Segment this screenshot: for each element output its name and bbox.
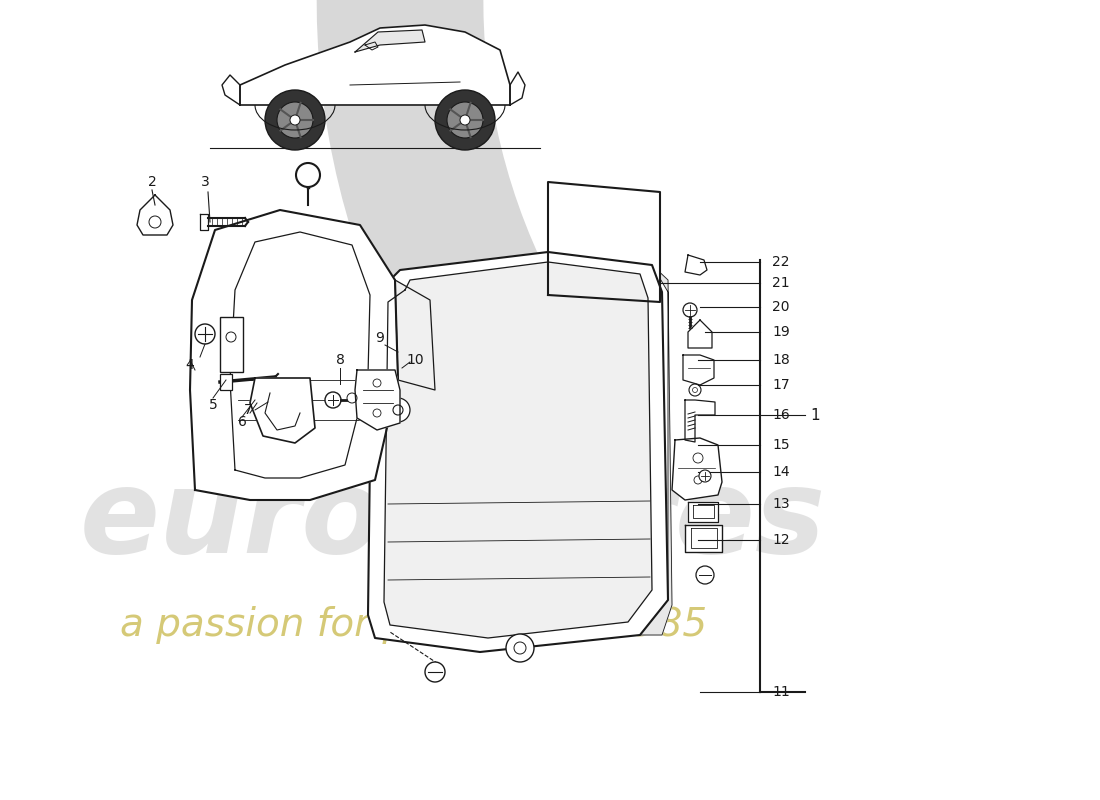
Circle shape (296, 163, 320, 187)
Text: 3: 3 (200, 175, 209, 189)
Polygon shape (672, 438, 722, 500)
Circle shape (290, 115, 300, 125)
Text: 14: 14 (772, 465, 790, 479)
Text: 18: 18 (772, 353, 790, 367)
Circle shape (425, 662, 446, 682)
Circle shape (506, 634, 534, 662)
Text: 10: 10 (406, 353, 424, 367)
Text: 15: 15 (772, 438, 790, 452)
Polygon shape (548, 182, 660, 302)
Polygon shape (220, 374, 232, 390)
Polygon shape (384, 262, 652, 638)
Polygon shape (640, 265, 672, 635)
Circle shape (694, 476, 702, 484)
Polygon shape (693, 505, 714, 518)
Circle shape (324, 392, 341, 408)
Polygon shape (138, 195, 173, 235)
Text: 21: 21 (772, 276, 790, 290)
Circle shape (683, 303, 697, 317)
Polygon shape (683, 355, 714, 385)
Circle shape (195, 324, 214, 344)
Circle shape (386, 398, 410, 422)
Polygon shape (240, 25, 510, 105)
Circle shape (265, 90, 324, 150)
Circle shape (689, 384, 701, 396)
Polygon shape (200, 214, 208, 230)
Polygon shape (685, 525, 722, 552)
Text: 4: 4 (186, 358, 195, 372)
Circle shape (434, 90, 495, 150)
Circle shape (693, 387, 697, 393)
Polygon shape (510, 72, 525, 105)
Text: 19: 19 (772, 325, 790, 339)
Polygon shape (688, 320, 712, 348)
Text: eurospares: eurospares (80, 462, 826, 578)
Circle shape (393, 405, 403, 415)
Polygon shape (355, 30, 425, 52)
Text: a passion for parts since 1985: a passion for parts since 1985 (120, 606, 707, 644)
Circle shape (226, 332, 236, 342)
Polygon shape (222, 75, 240, 105)
Text: 20: 20 (772, 300, 790, 314)
Circle shape (373, 379, 381, 387)
Text: 22: 22 (772, 255, 790, 269)
Circle shape (373, 409, 381, 417)
Polygon shape (685, 400, 715, 442)
Text: 12: 12 (772, 533, 790, 547)
Circle shape (346, 393, 358, 403)
Text: 13: 13 (772, 497, 790, 511)
Circle shape (460, 115, 470, 125)
Polygon shape (395, 280, 434, 390)
Polygon shape (355, 370, 400, 430)
Circle shape (447, 102, 483, 138)
Text: 1: 1 (810, 407, 820, 422)
Text: 8: 8 (336, 353, 344, 367)
Polygon shape (250, 378, 315, 443)
Text: 7: 7 (243, 403, 252, 417)
Polygon shape (688, 502, 718, 522)
Circle shape (148, 216, 161, 228)
Polygon shape (368, 252, 668, 652)
Polygon shape (230, 232, 370, 478)
Polygon shape (691, 528, 717, 548)
Text: 16: 16 (772, 408, 790, 422)
Circle shape (696, 566, 714, 584)
Text: 5: 5 (209, 398, 218, 412)
Circle shape (698, 470, 711, 482)
Text: 6: 6 (238, 415, 246, 429)
Circle shape (514, 642, 526, 654)
Polygon shape (220, 317, 243, 372)
Circle shape (277, 102, 313, 138)
Text: 17: 17 (772, 378, 790, 392)
Text: 11: 11 (772, 685, 790, 699)
Text: 9: 9 (375, 331, 384, 345)
Text: 2: 2 (147, 175, 156, 189)
Circle shape (693, 453, 703, 463)
Polygon shape (685, 255, 707, 275)
Polygon shape (190, 210, 398, 500)
